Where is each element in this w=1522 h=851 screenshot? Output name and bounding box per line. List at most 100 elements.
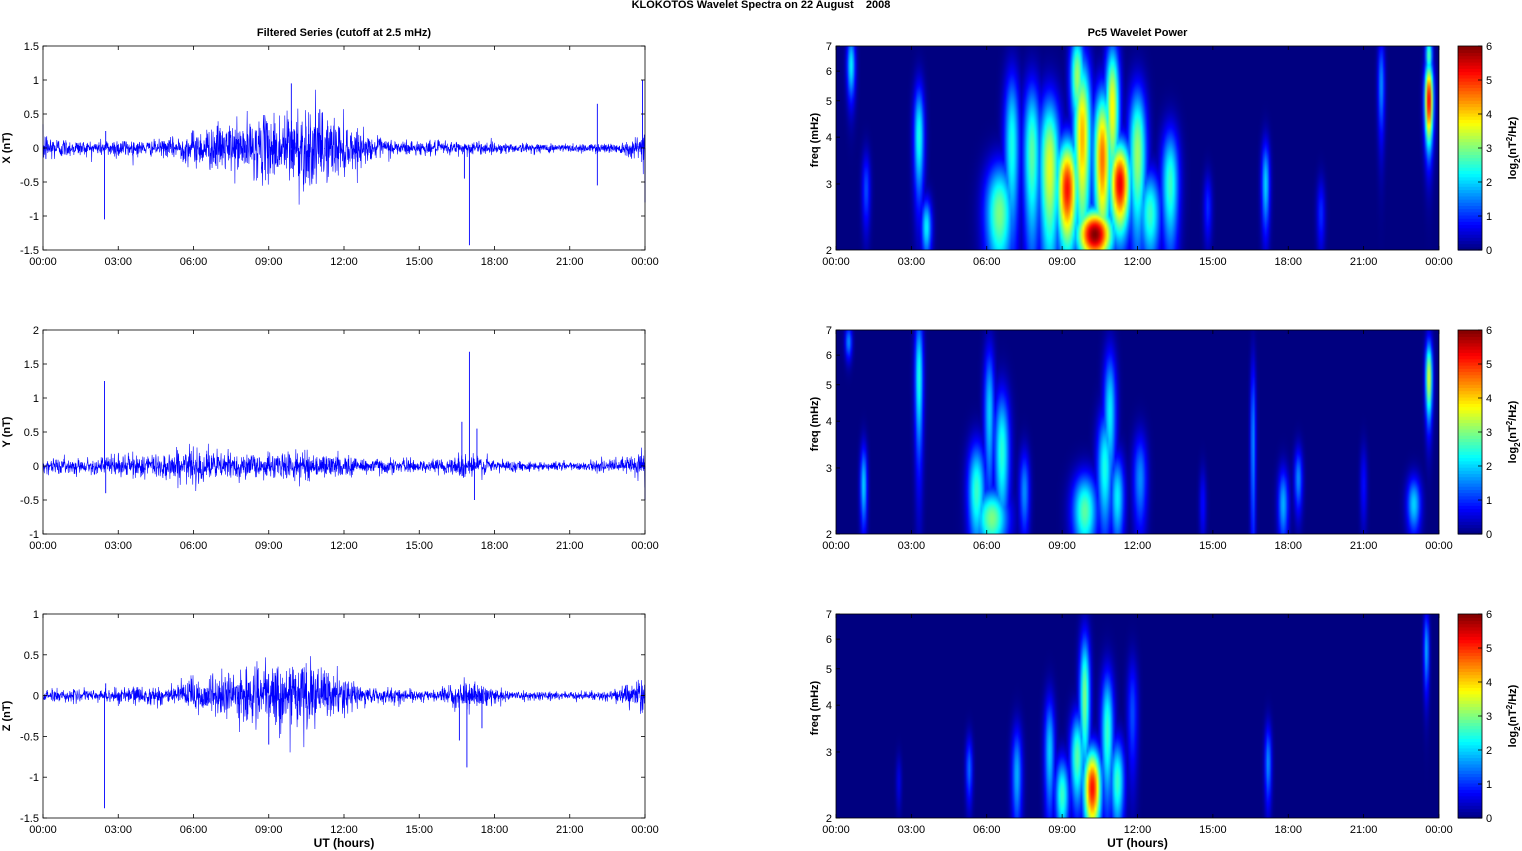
z-wavelet-ytick-label: 6 xyxy=(826,634,832,646)
z-wavelet-colorbar-segment xyxy=(1458,700,1482,704)
y-wavelet-colorbar-segment xyxy=(1458,470,1482,475)
z-wavelet-colorbar-segment xyxy=(1458,687,1482,692)
z-wavelet-colorbar-tick-label: 2 xyxy=(1486,745,1492,757)
z-wavelet-xtick-label: 21:00 xyxy=(1350,824,1378,836)
z-series-panel: -1.5 -1 -0.5 0 0.5 1 00:00 03:00 06:00 09:00 12:00… xyxy=(1,609,659,850)
y-wavelet-colorbar-segment xyxy=(1458,486,1482,490)
z-wavelet-xtick-label: 18:00 xyxy=(1274,824,1302,836)
z-series-ytick-label: 0.5 xyxy=(24,650,39,662)
z-wavelet-colorbar-tick-label: 0 xyxy=(1486,813,1492,825)
z-wavelet-colorbar-segment xyxy=(1458,747,1482,752)
y-series-xtick-label: 00:00 xyxy=(29,540,57,552)
z-series-xtick-label: 18:00 xyxy=(481,824,509,836)
y-wavelet-colorbar-segment xyxy=(1458,428,1482,433)
z-series-ytick-label: 1 xyxy=(33,609,39,621)
y-wavelet-colorbar-segment xyxy=(1458,416,1482,420)
x-wavelet-colorbar-segment xyxy=(1458,183,1482,187)
z-wavelet-colorbar-segment xyxy=(1458,754,1482,759)
x-wavelet-colorbar-segment xyxy=(1458,55,1482,60)
x-wavelet-colorbar-segment xyxy=(1458,49,1482,53)
y-wavelet-xtick-label: 15:00 xyxy=(1199,540,1227,552)
y-wavelet-colorbar-segment xyxy=(1458,393,1482,398)
z-series-plot-area xyxy=(43,614,645,818)
y-wavelet-xtick-label: 18:00 xyxy=(1274,540,1302,552)
x-wavelet-colorbar-segment xyxy=(1458,52,1482,57)
y-wavelet-colorbar-segment xyxy=(1458,387,1482,392)
x-wavelet-colorbar-segment xyxy=(1458,234,1482,238)
y-wavelet-colorbar-segment xyxy=(1458,479,1482,484)
x-wavelet-colorbar-label-part: 2 xyxy=(1505,136,1514,141)
x-wavelet-colorbar-segment xyxy=(1458,119,1482,124)
y-series-xtick-label: 18:00 xyxy=(481,540,509,552)
z-wavelet-xtick-label: 12:00 xyxy=(1124,824,1152,836)
y-wavelet-colorbar-tick-label: 5 xyxy=(1486,359,1492,371)
y-wavelet-colorbar-segment xyxy=(1458,530,1482,535)
y-wavelet-colorbar-label-part: /Hz) xyxy=(1507,400,1519,421)
z-wavelet-colorbar-segment xyxy=(1458,680,1482,685)
x-wavelet-colorbar-segment xyxy=(1458,243,1482,248)
x-wavelet-colorbar-segment xyxy=(1458,109,1482,114)
z-wavelet-ytick-label: 2 xyxy=(826,813,832,825)
z-wavelet-colorbar-segment xyxy=(1458,649,1482,653)
y-series-ytick-label: -1 xyxy=(29,529,39,541)
z-wavelet-xtick-label: 06:00 xyxy=(973,824,1001,836)
x-wavelet-colorbar-tick-label: 2 xyxy=(1486,177,1492,189)
y-series-xtick-label: 21:00 xyxy=(556,540,584,552)
x-wavelet-colorbar-tick-label: 0 xyxy=(1486,245,1492,257)
x-wavelet-colorbar-segment xyxy=(1458,71,1482,76)
x-series-xtick-label: 15:00 xyxy=(405,256,433,268)
y-wavelet-colorbar-segment xyxy=(1458,473,1482,478)
y-wavelet-colorbar-segment xyxy=(1458,368,1482,373)
y-wavelet-colorbar-segment xyxy=(1458,361,1482,366)
x-wavelet-colorbar-segment xyxy=(1458,132,1482,136)
x-wavelet-colorbar-segment xyxy=(1458,237,1482,242)
z-wavelet-colorbar-segment xyxy=(1458,652,1482,657)
z-wavelet-heatmap xyxy=(836,614,1439,818)
z-series-ytick-label: -1 xyxy=(29,772,39,784)
z-wavelet-colorbar-segment xyxy=(1458,674,1482,679)
z-wavelet-colorbar-segment xyxy=(1458,763,1482,768)
y-wavelet-colorbar-label-part: log xyxy=(1507,447,1519,464)
y-wavelet-colorbar-segment xyxy=(1458,406,1482,411)
y-wavelet-colorbar-segment xyxy=(1458,384,1482,388)
x-wavelet-colorbar-segment xyxy=(1458,100,1482,104)
z-wavelet-colorbar-segment xyxy=(1458,623,1482,628)
y-wavelet-colorbar-segment xyxy=(1458,444,1482,449)
y-wavelet-ytick-label: 4 xyxy=(826,416,832,428)
y-wavelet-colorbar-segment xyxy=(1458,412,1482,417)
z-wavelet-colorbar-label-part: /Hz) xyxy=(1507,684,1519,705)
x-wavelet-colorbar-segment xyxy=(1458,240,1482,245)
z-wavelet-ytick-label: 4 xyxy=(826,700,832,712)
y-wavelet-xtick-label: 06:00 xyxy=(973,540,1001,552)
z-wavelet-colorbar-segment xyxy=(1458,712,1482,717)
y-wavelet-colorbar-tick-label: 2 xyxy=(1486,461,1492,473)
x-wavelet-colorbar-segment xyxy=(1458,170,1482,175)
y-series-xtick-label: 00:00 xyxy=(631,540,659,552)
x-wavelet-colorbar-segment xyxy=(1458,97,1482,101)
y-series-trace xyxy=(42,443,646,491)
y-wavelet-colorbar-segment xyxy=(1458,339,1482,344)
y-wavelet-colorbar-segment xyxy=(1458,489,1482,494)
x-wavelet-colorbar-segment xyxy=(1458,103,1482,108)
x-wavelet-panel: 2 3 4 5 6 7 00:00 03:00 06:00 09:00 12:00 15:00 18:0… xyxy=(809,41,1453,268)
x-wavelet-colorbar-segment xyxy=(1458,87,1482,92)
z-wavelet-xtick-label: 00:00 xyxy=(822,824,850,836)
x-wavelet-colorbar-segment xyxy=(1458,202,1482,206)
z-wavelet-ytick-label: 3 xyxy=(826,747,832,759)
y-wavelet-colorbar-segment xyxy=(1458,345,1482,350)
z-wavelet-colorbar-tick-label: 4 xyxy=(1486,677,1492,689)
y-wavelet-colorbar-segment xyxy=(1458,454,1482,459)
y-wavelet-colorbar-segment xyxy=(1458,511,1482,516)
x-series-ytick-label: 0.5 xyxy=(24,109,39,121)
x-wavelet-colorbar-segment xyxy=(1458,160,1482,165)
x-wavelet-colorbar-segment xyxy=(1458,65,1482,69)
y-wavelet-colorbar-segment xyxy=(1458,336,1482,341)
x-wavelet-colorbar-label-part: 2 xyxy=(1513,158,1522,163)
y-wavelet-colorbar-segment xyxy=(1458,358,1482,363)
y-wavelet-colorbar-segment xyxy=(1458,467,1482,471)
x-wavelet-colorbar-label: log2(nT2/Hz) xyxy=(1505,116,1522,179)
z-series-ytick-label: -1.5 xyxy=(20,813,39,825)
x-wavelet-colorbar-segment xyxy=(1458,46,1482,50)
y-series-ytick-label: 1.5 xyxy=(24,359,39,371)
